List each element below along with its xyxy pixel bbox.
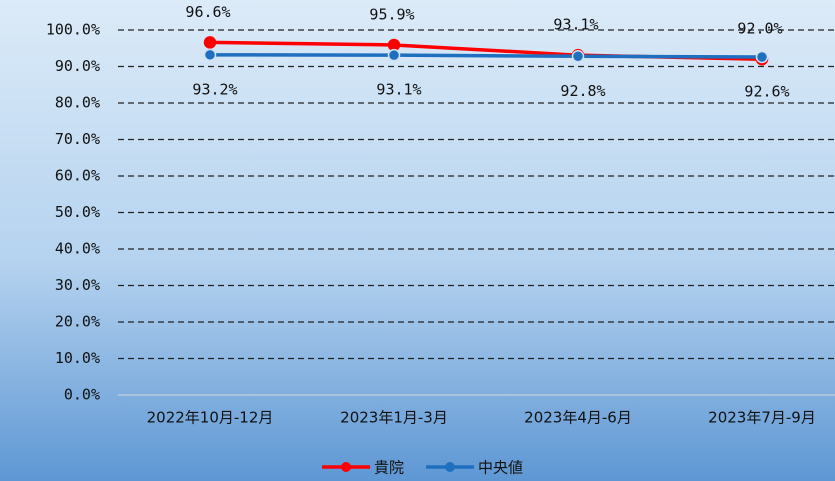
data-label: 96.6% [185, 3, 230, 21]
series-line [209, 53, 763, 59]
x-tick-label: 2023年7月-9月 [708, 409, 816, 427]
y-tick-label: 80.0% [55, 94, 100, 112]
y-tick-label: 10.0% [55, 349, 100, 367]
x-tick-label: 2023年1月-3月 [340, 409, 448, 427]
y-tick-label: 70.0% [55, 130, 100, 148]
data-label: 92.0% [737, 20, 782, 38]
data-point [203, 48, 217, 62]
y-tick-label: 30.0% [55, 276, 100, 294]
y-tick-label: 60.0% [55, 167, 100, 185]
data-point [387, 38, 401, 52]
y-tick-label: 100.0% [46, 21, 100, 39]
data-label: 93.1% [376, 81, 421, 99]
legend-marker [445, 462, 456, 472]
legend-label: 中央値 [478, 459, 523, 477]
legend-label: 貴院 [374, 459, 404, 477]
data-label: 93.1% [553, 16, 598, 34]
data-label: 95.9% [369, 5, 414, 23]
legend-marker [341, 462, 351, 472]
data-label: 93.2% [192, 80, 237, 98]
data-point [571, 50, 585, 63]
y-tick-label: 90.0% [55, 57, 100, 75]
data-point [203, 36, 217, 49]
x-tick-label: 2023年4月-6月 [524, 409, 632, 427]
data-point [755, 50, 769, 64]
y-tick-label: 20.0% [55, 313, 100, 331]
y-tick-label: 0.0% [64, 386, 100, 404]
data-point [387, 48, 401, 62]
y-tick-label: 40.0% [55, 240, 100, 258]
y-tick-label: 50.0% [55, 203, 100, 221]
data-label: 92.8% [560, 82, 605, 100]
x-tick-label: 2022年10月-12月 [147, 409, 274, 427]
data-label: 92.6% [744, 83, 789, 101]
